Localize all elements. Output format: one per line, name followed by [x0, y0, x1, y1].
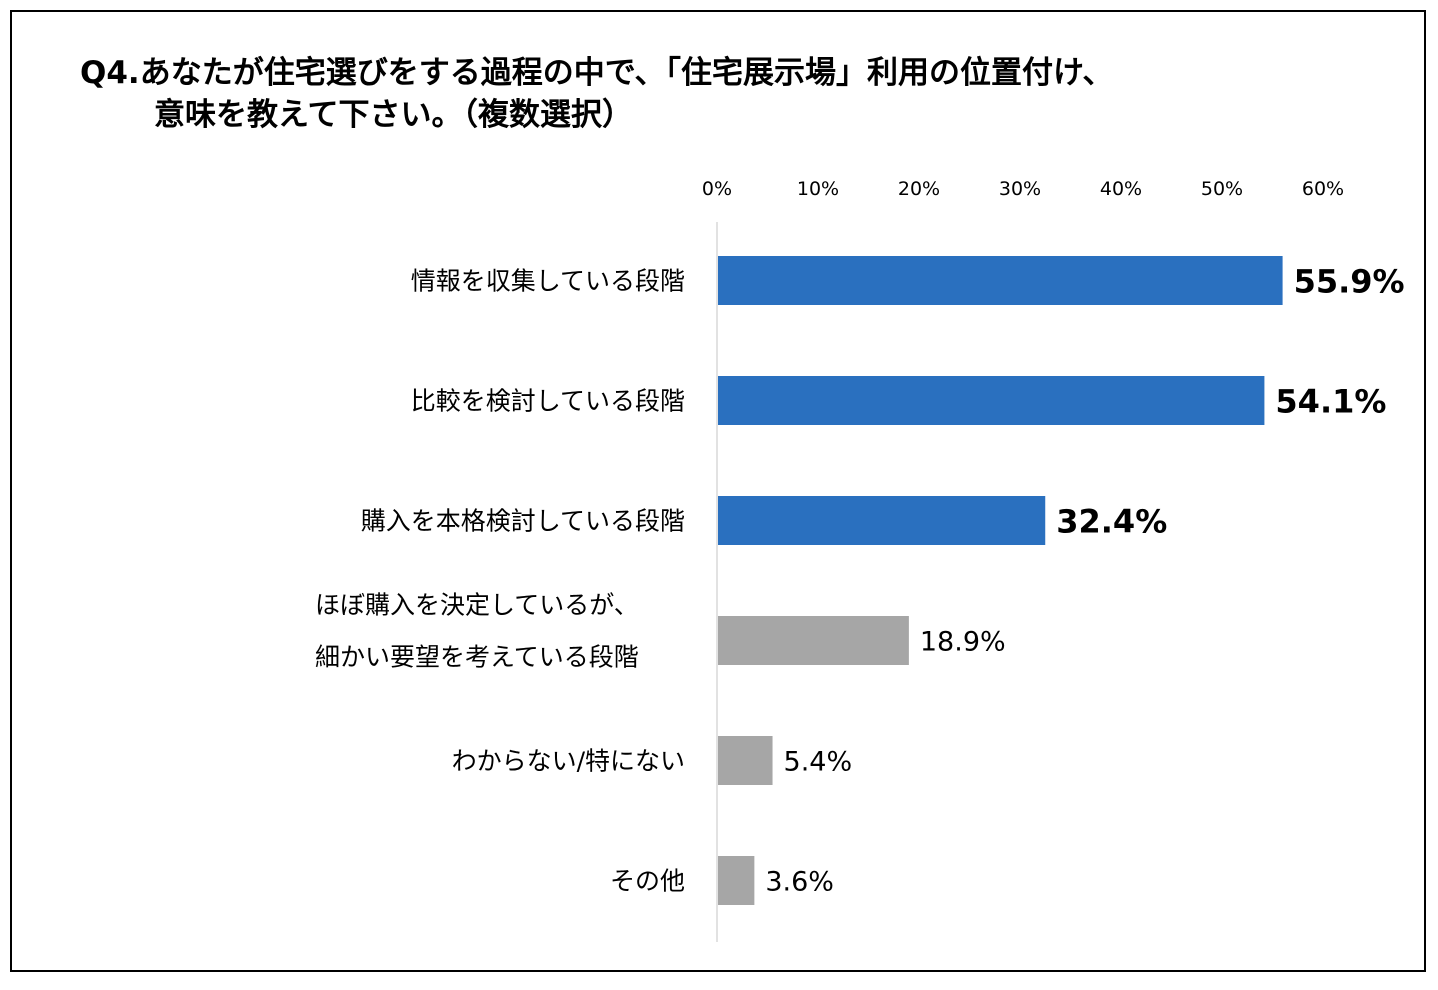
chart-title-line-2: 意味を教えて下さい。（複数選択） [154, 97, 633, 133]
data-label: 18.9% [920, 627, 1006, 658]
bar [718, 856, 755, 905]
category-label: 購入を本格検討している段階 [361, 507, 685, 536]
category-label: 情報を収集している段階 [411, 267, 685, 296]
x-tick-label: 40% [1100, 178, 1142, 200]
bar [718, 616, 909, 665]
category-label: その他 [610, 867, 685, 896]
chart-title: Q4.あなたが住宅選びをする過程の中で、「住宅展示場」利用の位置付け、 意味を教… [80, 52, 1113, 136]
chart-frame [10, 10, 1426, 972]
chart-title-line-1: Q4.あなたが住宅選びをする過程の中で、「住宅展示場」利用の位置付け、 [80, 55, 1114, 91]
x-tick-label: 50% [1201, 178, 1243, 200]
data-label: 32.4% [1056, 503, 1167, 541]
category-label: 細かい要望を考えている段階 [315, 643, 639, 672]
x-tick-label: 30% [999, 178, 1041, 200]
bar [718, 376, 1265, 425]
category-label: ほぼ購入を決定しているが、 [315, 591, 639, 620]
bar [718, 496, 1046, 545]
data-label: 3.6% [765, 867, 834, 898]
category-label: 比較を検討している段階 [411, 387, 685, 416]
bar [718, 256, 1283, 305]
data-label: 54.1% [1275, 383, 1386, 421]
x-tick-label: 0% [702, 178, 732, 200]
data-label: 5.4% [784, 747, 853, 778]
x-tick-label: 20% [898, 178, 940, 200]
bar [718, 736, 773, 785]
x-tick-label: 10% [797, 178, 839, 200]
x-tick-label: 60% [1302, 178, 1344, 200]
data-label: 55.9% [1294, 263, 1405, 301]
category-label: わからない/特にない [452, 747, 685, 776]
